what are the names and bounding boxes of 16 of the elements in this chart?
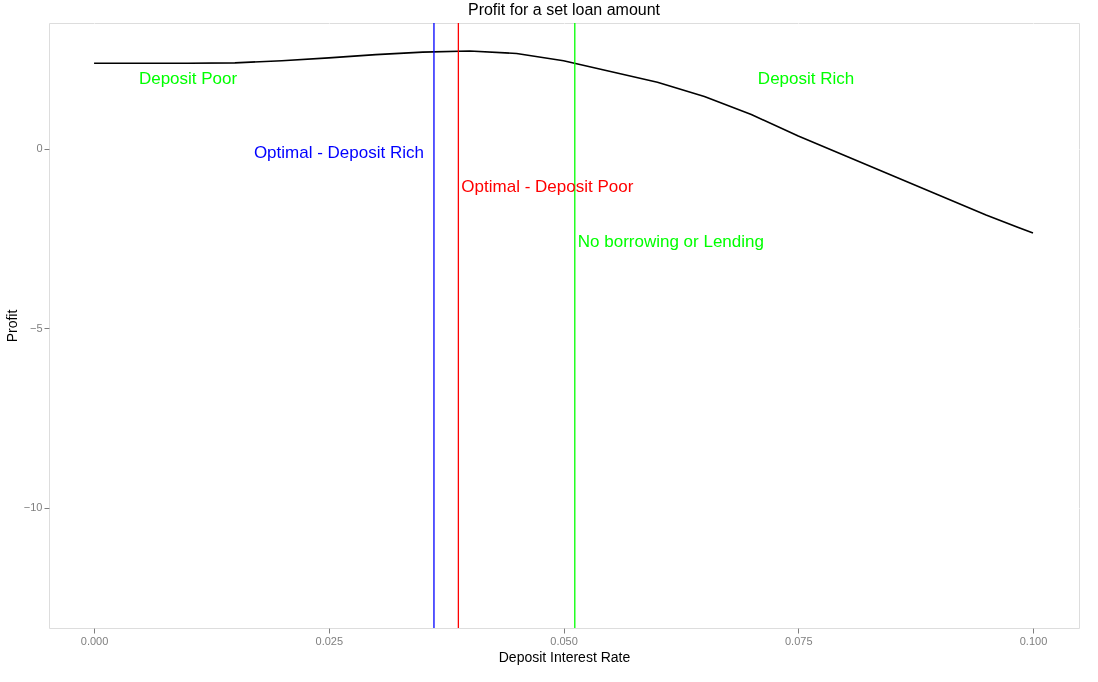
y-tick-label: 0	[36, 142, 43, 155]
line-series	[93, 50, 1034, 234]
x-tick-label: 0.100	[1019, 634, 1048, 647]
y-axis-title: Profit	[3, 309, 20, 343]
annotation: Deposit Poor	[138, 69, 238, 88]
ref-line-label: No borrowing or Lending	[577, 232, 764, 251]
ref-line-label: Optimal - Deposit Rich	[253, 143, 424, 162]
x-tick-label: 0.000	[80, 634, 109, 647]
y-tick-label: −5	[29, 321, 43, 334]
x-tick-label: 0.050	[550, 634, 578, 647]
x-axis-title: Deposit Interest Rate	[498, 648, 631, 665]
chart-title: Profit for a set loan amount	[467, 1, 661, 19]
x-tick-label: 0.075	[785, 634, 813, 647]
y-tick-label: −10	[23, 501, 43, 514]
x-tick-label: 0.025	[315, 634, 344, 647]
annotation: Deposit Rich	[757, 69, 855, 88]
